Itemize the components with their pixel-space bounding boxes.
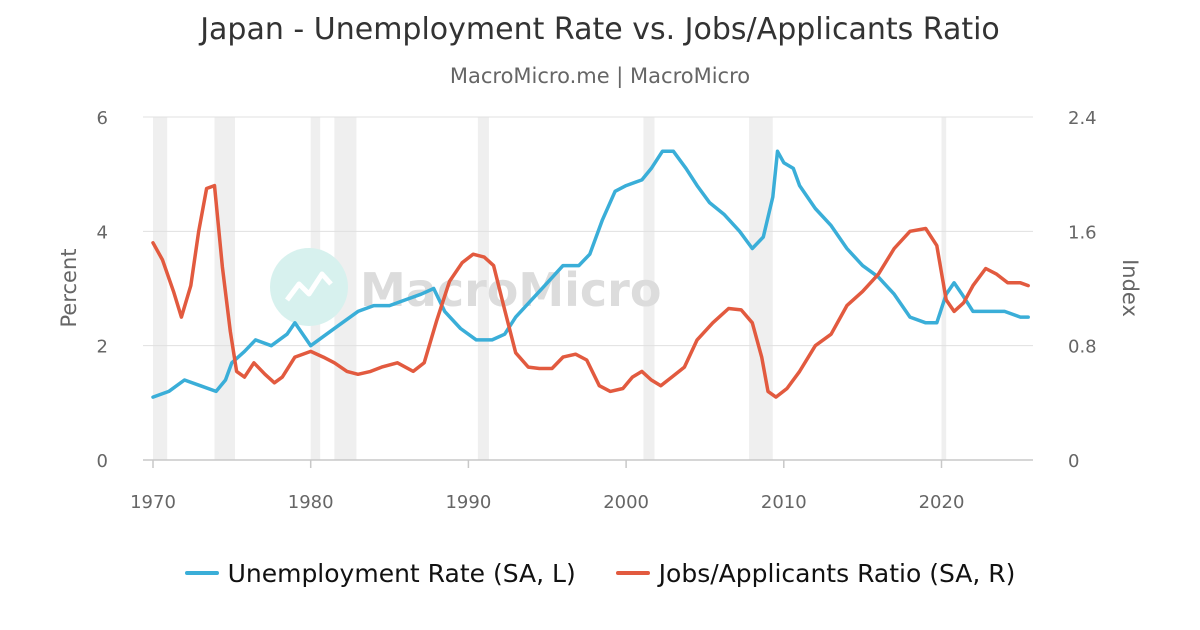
legend-item-unemployment[interactable]: Unemployment Rate (SA, L) (184, 558, 576, 588)
x-tick-label: 2020 (919, 492, 965, 513)
recession-band (749, 117, 773, 460)
watermark: MacroMicro (270, 248, 661, 326)
left-tick-label: 0 (97, 451, 108, 472)
left-tick-label: 4 (97, 222, 108, 243)
watermark-text: MacroMicro (360, 263, 661, 317)
recession-band (643, 117, 655, 460)
jobs-applicants-ratio-line[interactable] (151, 183, 1030, 399)
x-tick-label: 2010 (761, 492, 807, 513)
recession-band (477, 117, 489, 460)
axes: 0 2 4 6 0 0.8 1.6 2.4 1970 1980 1990 2000 2010 2020 (97, 108, 1097, 513)
left-tick-label: 6 (97, 108, 108, 129)
legend: Unemployment Rate (SA, L) Jobs/Applicant… (0, 552, 1200, 588)
left-tick-label: 2 (97, 337, 108, 358)
recession-band (153, 117, 168, 460)
right-axis-title: Index (1118, 259, 1142, 317)
legend-label-unemployment: Unemployment Rate (SA, L) (227, 558, 576, 588)
watermark-logo-icon (270, 248, 348, 326)
legend-swatch-unemployment (184, 571, 219, 575)
legend-label-jobs-ratio: Jobs/Applicants Ratio (SA, R) (658, 558, 1016, 588)
chart-subtitle: MacroMicro.me | MacroMicro (449, 64, 751, 88)
right-tick-label: 2.4 (1068, 108, 1097, 129)
x-tick-label: 1970 (130, 492, 176, 513)
legend-swatch-jobs-ratio (615, 571, 650, 575)
right-tick-label: 1.6 (1068, 222, 1097, 243)
x-tick-label: 1990 (445, 492, 491, 513)
left-axis-title: Percent (57, 248, 81, 327)
x-tick-label: 1980 (288, 492, 334, 513)
unemployment-rate-line[interactable] (151, 149, 1030, 399)
right-tick-label: 0.8 (1068, 337, 1097, 358)
legend-item-jobs-ratio[interactable]: Jobs/Applicants Ratio (SA, R) (615, 558, 1016, 588)
right-tick-label: 0 (1068, 451, 1079, 472)
series-lines (151, 149, 1030, 399)
chart-title: Japan - Unemployment Rate vs. Jobs/Appli… (200, 12, 1000, 47)
x-tick-label: 2000 (603, 492, 649, 513)
watermark-logo-mark (285, 271, 333, 302)
gridlines (143, 116, 1033, 347)
